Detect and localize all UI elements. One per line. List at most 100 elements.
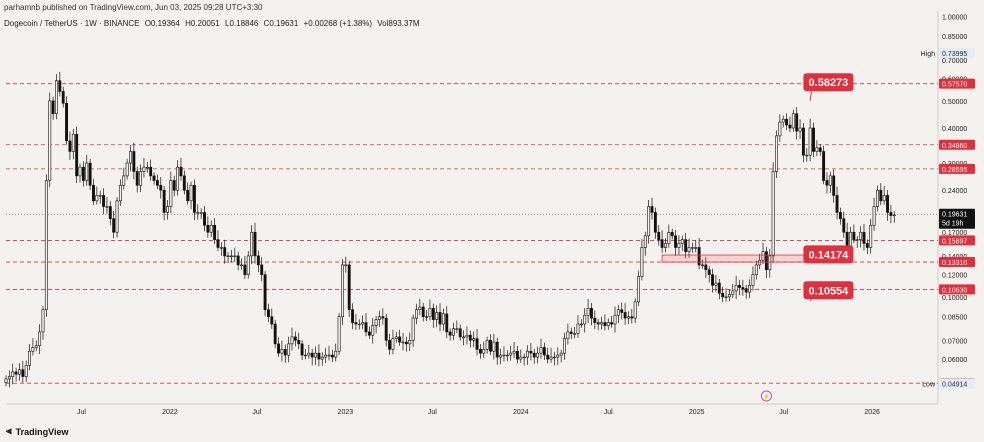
- candle-up: [324, 354, 328, 358]
- candle-up: [798, 127, 802, 132]
- candle-up: [78, 166, 82, 177]
- candle-down: [266, 309, 270, 317]
- candle-up: [499, 354, 503, 358]
- candle-up: [441, 313, 445, 325]
- candle-up: [334, 350, 338, 358]
- candle-down: [445, 313, 449, 333]
- candle-down: [717, 282, 721, 294]
- x-tick-label: Jul: [252, 409, 261, 416]
- candle-up: [34, 345, 38, 348]
- candle-down: [283, 349, 287, 356]
- x-tick-label: 2023: [338, 409, 354, 416]
- candle-down: [192, 184, 196, 213]
- price-callout: [803, 245, 854, 264]
- candle-up: [600, 322, 603, 325]
- symbol-title[interactable]: Dogecoin / TetherUS · 1W · BINANCE: [4, 19, 140, 28]
- candle-down: [270, 316, 274, 325]
- candle-up: [169, 180, 173, 207]
- candle-down: [263, 274, 267, 311]
- x-tick-label: 2022: [162, 409, 178, 416]
- candle-down: [478, 349, 482, 354]
- low-value-label: 0.04914: [942, 381, 967, 388]
- level-badge: [939, 163, 975, 174]
- candle-up: [559, 352, 563, 356]
- candle-down: [468, 334, 472, 341]
- candle-down: [398, 336, 402, 343]
- lightning-icon: ⚡: [762, 392, 771, 401]
- candle-up: [115, 200, 119, 233]
- candle-down: [650, 206, 654, 213]
- candle-up: [85, 162, 89, 181]
- candle-up: [371, 325, 375, 336]
- candle-down: [58, 80, 62, 92]
- candle-up: [219, 247, 223, 249]
- candle-down: [529, 350, 533, 354]
- candle-up: [418, 306, 422, 311]
- candle-up: [7, 376, 11, 380]
- candle-up: [724, 296, 728, 298]
- ohlc-open: O0.19364: [144, 19, 180, 28]
- candle-up: [526, 350, 529, 358]
- candle-up: [71, 133, 75, 152]
- y-tick-label: 0.50000: [942, 99, 967, 106]
- candle-down: [458, 328, 462, 338]
- candle-down: [785, 118, 789, 126]
- x-tick-label: Jul: [77, 409, 86, 416]
- candle-up: [522, 356, 526, 359]
- y-tick-label: 0.40000: [942, 126, 967, 133]
- candle-up: [4, 378, 8, 383]
- countdown-label: 5d 19h: [942, 221, 964, 228]
- footer-brand: ⫷ TradingView: [6, 426, 69, 437]
- candle-down: [653, 212, 657, 233]
- callout-label: 0.10554: [809, 285, 850, 297]
- candle-up: [280, 349, 284, 354]
- candle-up: [690, 247, 694, 249]
- candle-down: [630, 316, 634, 319]
- candle-up: [714, 282, 718, 286]
- candle-down: [660, 239, 664, 248]
- low-marker-label: Low: [922, 381, 936, 388]
- candle-up: [196, 212, 200, 214]
- level-label: 0.10630: [942, 287, 967, 294]
- candle-down: [132, 151, 136, 172]
- candle-down: [620, 309, 624, 313]
- candle-down: [260, 264, 264, 275]
- y-tick-label: 0.06000: [942, 357, 967, 364]
- candle-down: [65, 103, 69, 142]
- level-label: 0.15897: [942, 238, 967, 245]
- candle-up: [48, 100, 52, 181]
- candle-up: [815, 147, 819, 152]
- candle-down: [842, 218, 846, 233]
- candle-down: [21, 369, 25, 377]
- candle-down: [367, 331, 371, 336]
- candle-down: [213, 224, 217, 240]
- candle-up: [677, 243, 681, 248]
- candle-down: [172, 180, 176, 191]
- candle-down: [448, 331, 452, 336]
- candle-up: [606, 322, 610, 326]
- candle-down: [182, 175, 186, 191]
- candle-up: [240, 264, 243, 267]
- tradingview-logo-icon: ⫷: [6, 426, 12, 437]
- candle-up: [31, 347, 35, 352]
- candle-up: [41, 309, 45, 333]
- candle-down: [51, 100, 55, 114]
- candle-down: [475, 338, 479, 350]
- price-callout: [803, 281, 854, 300]
- candle-up: [872, 206, 876, 226]
- candle-up: [166, 206, 169, 213]
- candle-up: [394, 336, 398, 339]
- candle-down: [75, 133, 79, 177]
- candle-up: [28, 350, 31, 366]
- candle-down: [569, 331, 573, 334]
- candle-up: [314, 352, 317, 358]
- y-tick-label: 0.70000: [942, 58, 967, 65]
- candle-down: [293, 336, 297, 341]
- price-callout: [803, 73, 854, 92]
- level-badge: [939, 235, 975, 246]
- candle-up: [415, 309, 418, 319]
- candle-up: [250, 231, 254, 257]
- candle-up: [583, 314, 587, 325]
- candle-down: [832, 175, 836, 196]
